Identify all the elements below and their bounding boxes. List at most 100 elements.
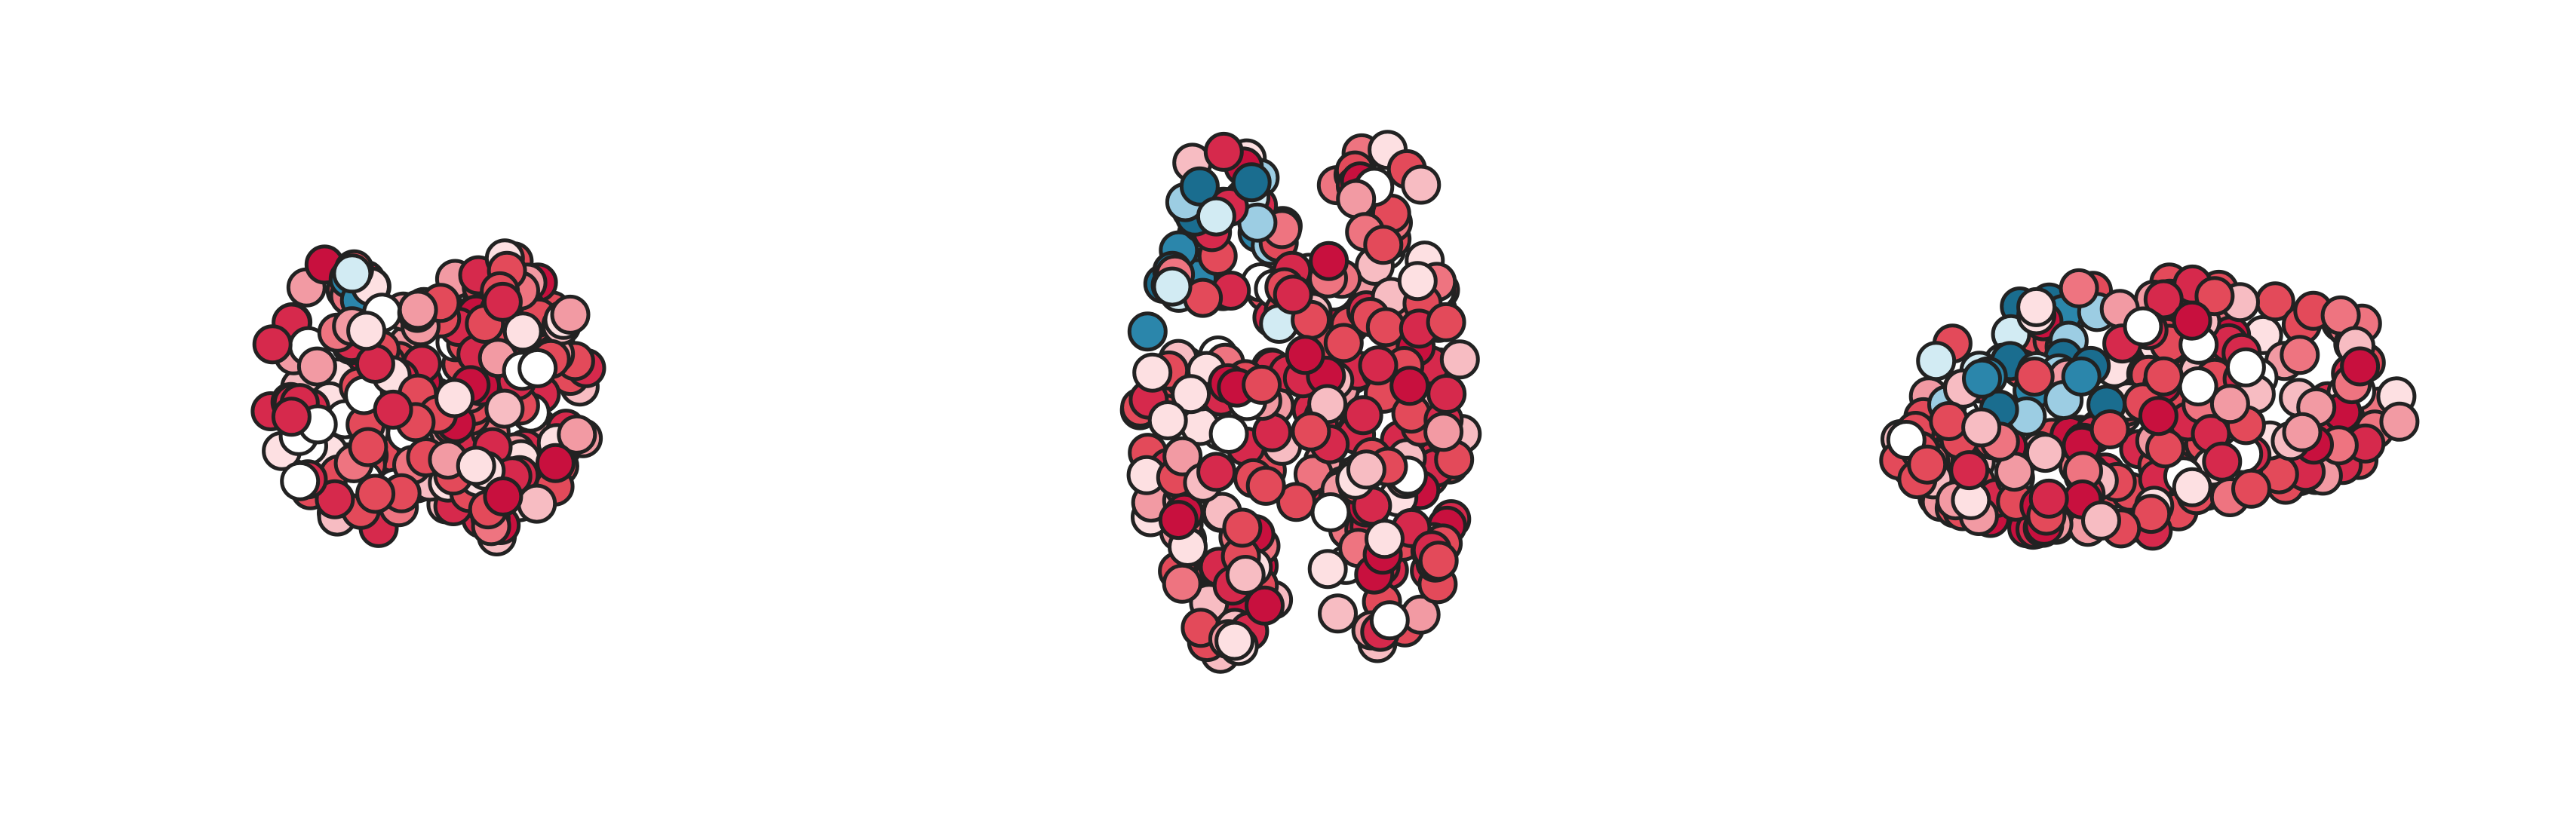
node	[1285, 335, 1325, 375]
node	[2145, 428, 2185, 469]
node	[1203, 131, 1244, 172]
node	[2016, 286, 2057, 327]
node	[1365, 519, 1405, 559]
node	[2282, 412, 2323, 452]
node	[434, 378, 475, 418]
node	[2194, 276, 2235, 317]
node	[1343, 395, 1383, 436]
node	[2081, 500, 2121, 541]
node	[1397, 261, 1438, 302]
node	[315, 479, 355, 519]
node	[517, 483, 557, 524]
node	[1147, 400, 1188, 440]
node	[1346, 449, 1386, 490]
node	[2123, 306, 2163, 347]
node	[2340, 346, 2381, 387]
node	[1242, 364, 1282, 405]
node	[252, 324, 293, 365]
node	[280, 461, 321, 501]
node	[2172, 300, 2212, 341]
node	[1162, 563, 1202, 604]
coronal-view	[250, 238, 606, 556]
node	[1323, 323, 1364, 363]
node	[1336, 179, 1377, 219]
node	[1363, 225, 1404, 265]
node	[296, 346, 337, 387]
node	[1196, 452, 1237, 492]
node	[1208, 414, 1249, 454]
node	[348, 427, 388, 467]
node	[557, 414, 597, 455]
node	[398, 289, 438, 330]
node	[1358, 345, 1399, 386]
node	[1949, 450, 1990, 491]
node	[1225, 555, 1266, 595]
node	[355, 473, 396, 514]
node	[2025, 433, 2065, 473]
node	[2280, 335, 2320, 375]
node	[484, 388, 525, 429]
node	[346, 311, 387, 351]
node	[355, 344, 395, 384]
node	[1426, 302, 1466, 342]
node	[1273, 274, 1313, 315]
node	[1162, 436, 1203, 476]
node	[1245, 465, 1286, 506]
node	[2209, 384, 2250, 424]
node	[2225, 347, 2266, 388]
node	[2014, 357, 2055, 397]
node	[1318, 593, 1358, 634]
node	[332, 253, 373, 294]
node	[2059, 268, 2099, 308]
node	[550, 294, 591, 335]
node	[1961, 407, 2002, 448]
node	[1291, 411, 1331, 452]
node	[1158, 500, 1199, 541]
node	[1179, 166, 1220, 207]
node	[1152, 266, 1193, 307]
axial-view	[1119, 130, 1482, 674]
node	[1401, 164, 1442, 205]
node	[1418, 541, 1459, 581]
sagittal-view	[1879, 262, 2420, 551]
node	[1929, 401, 1970, 441]
node	[1222, 507, 1263, 548]
node	[483, 476, 523, 516]
node	[535, 443, 576, 483]
node	[2028, 478, 2069, 519]
node	[1214, 620, 1255, 661]
node	[1231, 162, 1272, 203]
node	[1309, 240, 1349, 281]
node	[373, 389, 413, 430]
node	[1439, 339, 1480, 380]
node	[1426, 374, 1467, 414]
node	[2089, 409, 2130, 449]
node	[1389, 366, 1430, 406]
node	[1962, 358, 2002, 399]
node	[502, 311, 543, 352]
node	[2202, 441, 2243, 482]
node	[1369, 600, 1410, 641]
node	[482, 281, 523, 322]
node	[1307, 549, 1348, 590]
node	[2379, 401, 2420, 442]
node	[2231, 468, 2271, 509]
node	[456, 446, 496, 486]
node	[517, 348, 558, 388]
node	[2143, 356, 2184, 397]
node	[1132, 352, 1173, 393]
node	[1423, 412, 1464, 452]
node	[1365, 307, 1406, 348]
node	[2138, 396, 2178, 437]
node	[1127, 311, 1168, 352]
node	[2172, 467, 2212, 507]
node	[1245, 585, 1285, 626]
node	[1171, 374, 1211, 415]
node	[1196, 196, 1236, 237]
node	[2061, 356, 2102, 397]
node	[1310, 492, 1351, 532]
node	[1907, 444, 1948, 485]
node	[271, 397, 312, 437]
